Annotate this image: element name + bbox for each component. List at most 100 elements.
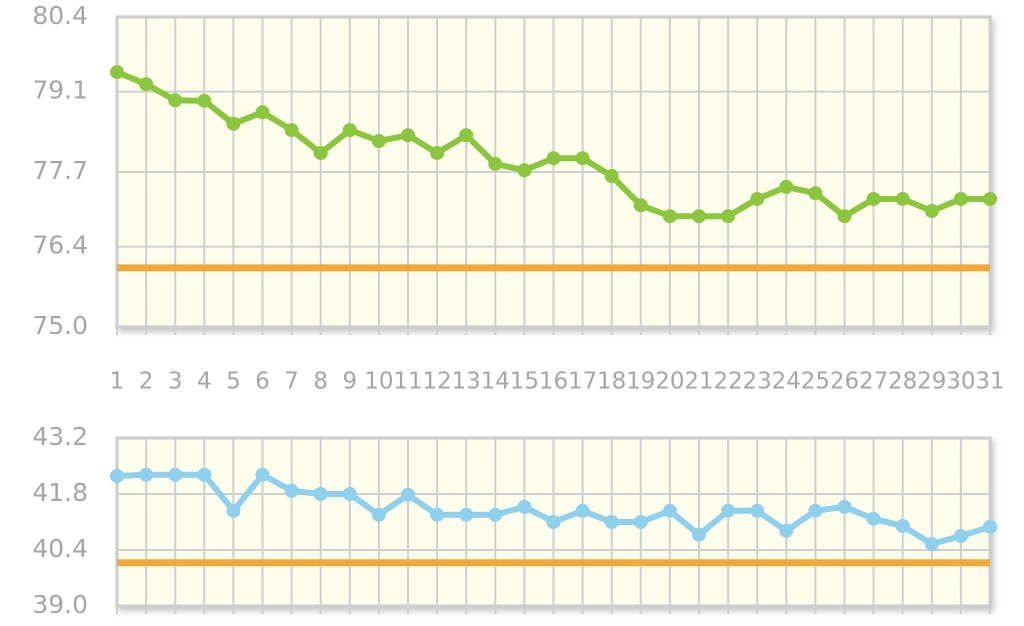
x-tick-label: 19 xyxy=(626,369,655,395)
data-point xyxy=(808,186,823,201)
y-tick-label: 41.8 xyxy=(32,478,88,507)
data-point xyxy=(895,191,910,206)
y-tick-label: 39.0 xyxy=(32,590,88,619)
x-tick-label: 26 xyxy=(830,369,859,395)
data-point xyxy=(633,515,648,529)
data-point xyxy=(924,537,939,551)
x-tick-label: 11 xyxy=(393,369,422,395)
x-tick-label: 25 xyxy=(801,369,830,395)
data-point xyxy=(662,503,677,518)
x-tick-label: 27 xyxy=(859,369,888,395)
data-point xyxy=(750,191,765,206)
data-point xyxy=(488,507,503,522)
x-tick-label: 14 xyxy=(481,369,510,395)
data-point xyxy=(546,515,561,529)
data-point xyxy=(401,487,415,502)
y-tick-label: 40.4 xyxy=(32,534,88,563)
data-point xyxy=(953,191,968,206)
data-point xyxy=(371,134,386,148)
x-tick-label: 12 xyxy=(422,369,451,395)
x-tick-label: 28 xyxy=(888,369,917,395)
data-point xyxy=(430,146,445,161)
data-point xyxy=(837,499,852,514)
data-point xyxy=(517,499,532,514)
data-point xyxy=(517,163,532,178)
data-point xyxy=(459,128,474,143)
y-tick-label: 79.1 xyxy=(32,76,88,105)
data-point xyxy=(662,209,677,224)
data-point xyxy=(168,467,183,482)
data-point xyxy=(546,151,561,166)
data-point xyxy=(139,77,154,92)
data-point xyxy=(197,93,212,108)
data-point xyxy=(633,198,648,213)
data-point xyxy=(255,105,270,120)
x-tick-label: 2 xyxy=(139,369,154,395)
data-point xyxy=(313,146,328,161)
data-point xyxy=(895,519,910,533)
data-point xyxy=(313,487,328,501)
data-point xyxy=(342,123,357,138)
data-point xyxy=(284,483,299,498)
data-point xyxy=(604,169,619,184)
data-point xyxy=(924,204,939,219)
x-tick-label: 6 xyxy=(255,369,270,395)
x-tick-label: 1 xyxy=(110,369,125,395)
data-point xyxy=(459,507,474,522)
x-tick-label: 15 xyxy=(510,369,539,395)
y-tick-label: 76.4 xyxy=(32,231,88,260)
data-point xyxy=(342,487,357,501)
y-tick-label: 80.4 xyxy=(32,1,88,30)
x-tick-label: 8 xyxy=(313,369,328,395)
x-tick-label: 22 xyxy=(713,369,742,395)
data-point xyxy=(110,469,124,483)
data-point xyxy=(721,503,736,518)
data-point xyxy=(721,209,736,224)
data-point xyxy=(779,179,794,194)
x-tick-label: 21 xyxy=(684,369,713,395)
x-tick-label: 5 xyxy=(226,369,241,395)
data-point xyxy=(371,507,386,522)
y-tick-label: 43.2 xyxy=(32,422,88,451)
x-tick-label: 3 xyxy=(168,369,183,395)
data-point xyxy=(953,529,968,543)
data-point xyxy=(488,156,503,171)
data-point xyxy=(575,503,590,518)
x-tick-label: 10 xyxy=(364,369,393,395)
data-point xyxy=(430,507,445,522)
x-tick-label: 31 xyxy=(975,369,1004,395)
data-point xyxy=(983,191,997,206)
x-tick-label: 9 xyxy=(342,369,357,395)
y-tick-label: 75.0 xyxy=(32,311,88,340)
data-point xyxy=(692,527,706,542)
x-tick-label: 23 xyxy=(743,369,772,395)
data-point xyxy=(779,523,794,538)
data-point xyxy=(226,503,241,518)
data-point xyxy=(168,93,183,108)
data-point xyxy=(284,123,299,138)
data-point xyxy=(750,503,765,518)
x-tick-label: 20 xyxy=(655,369,684,395)
data-point xyxy=(837,209,852,224)
data-point xyxy=(401,128,415,143)
x-tick-label: 17 xyxy=(568,369,597,395)
data-point xyxy=(575,151,590,166)
x-tick-label: 18 xyxy=(597,369,626,395)
data-point xyxy=(983,519,997,534)
data-point xyxy=(226,116,241,131)
data-point xyxy=(255,467,270,482)
data-point xyxy=(808,503,823,518)
x-tick-label: 24 xyxy=(772,369,801,395)
x-tick-label: 4 xyxy=(197,369,212,395)
data-point xyxy=(110,65,124,80)
data-point xyxy=(139,467,154,482)
x-tick-label: 30 xyxy=(946,369,975,395)
x-tick-label: 7 xyxy=(284,369,299,395)
y-tick-label: 77.7 xyxy=(32,156,88,185)
data-point xyxy=(197,467,212,482)
data-point xyxy=(692,209,706,224)
x-tick-label: 13 xyxy=(452,369,481,395)
data-point xyxy=(866,511,881,526)
